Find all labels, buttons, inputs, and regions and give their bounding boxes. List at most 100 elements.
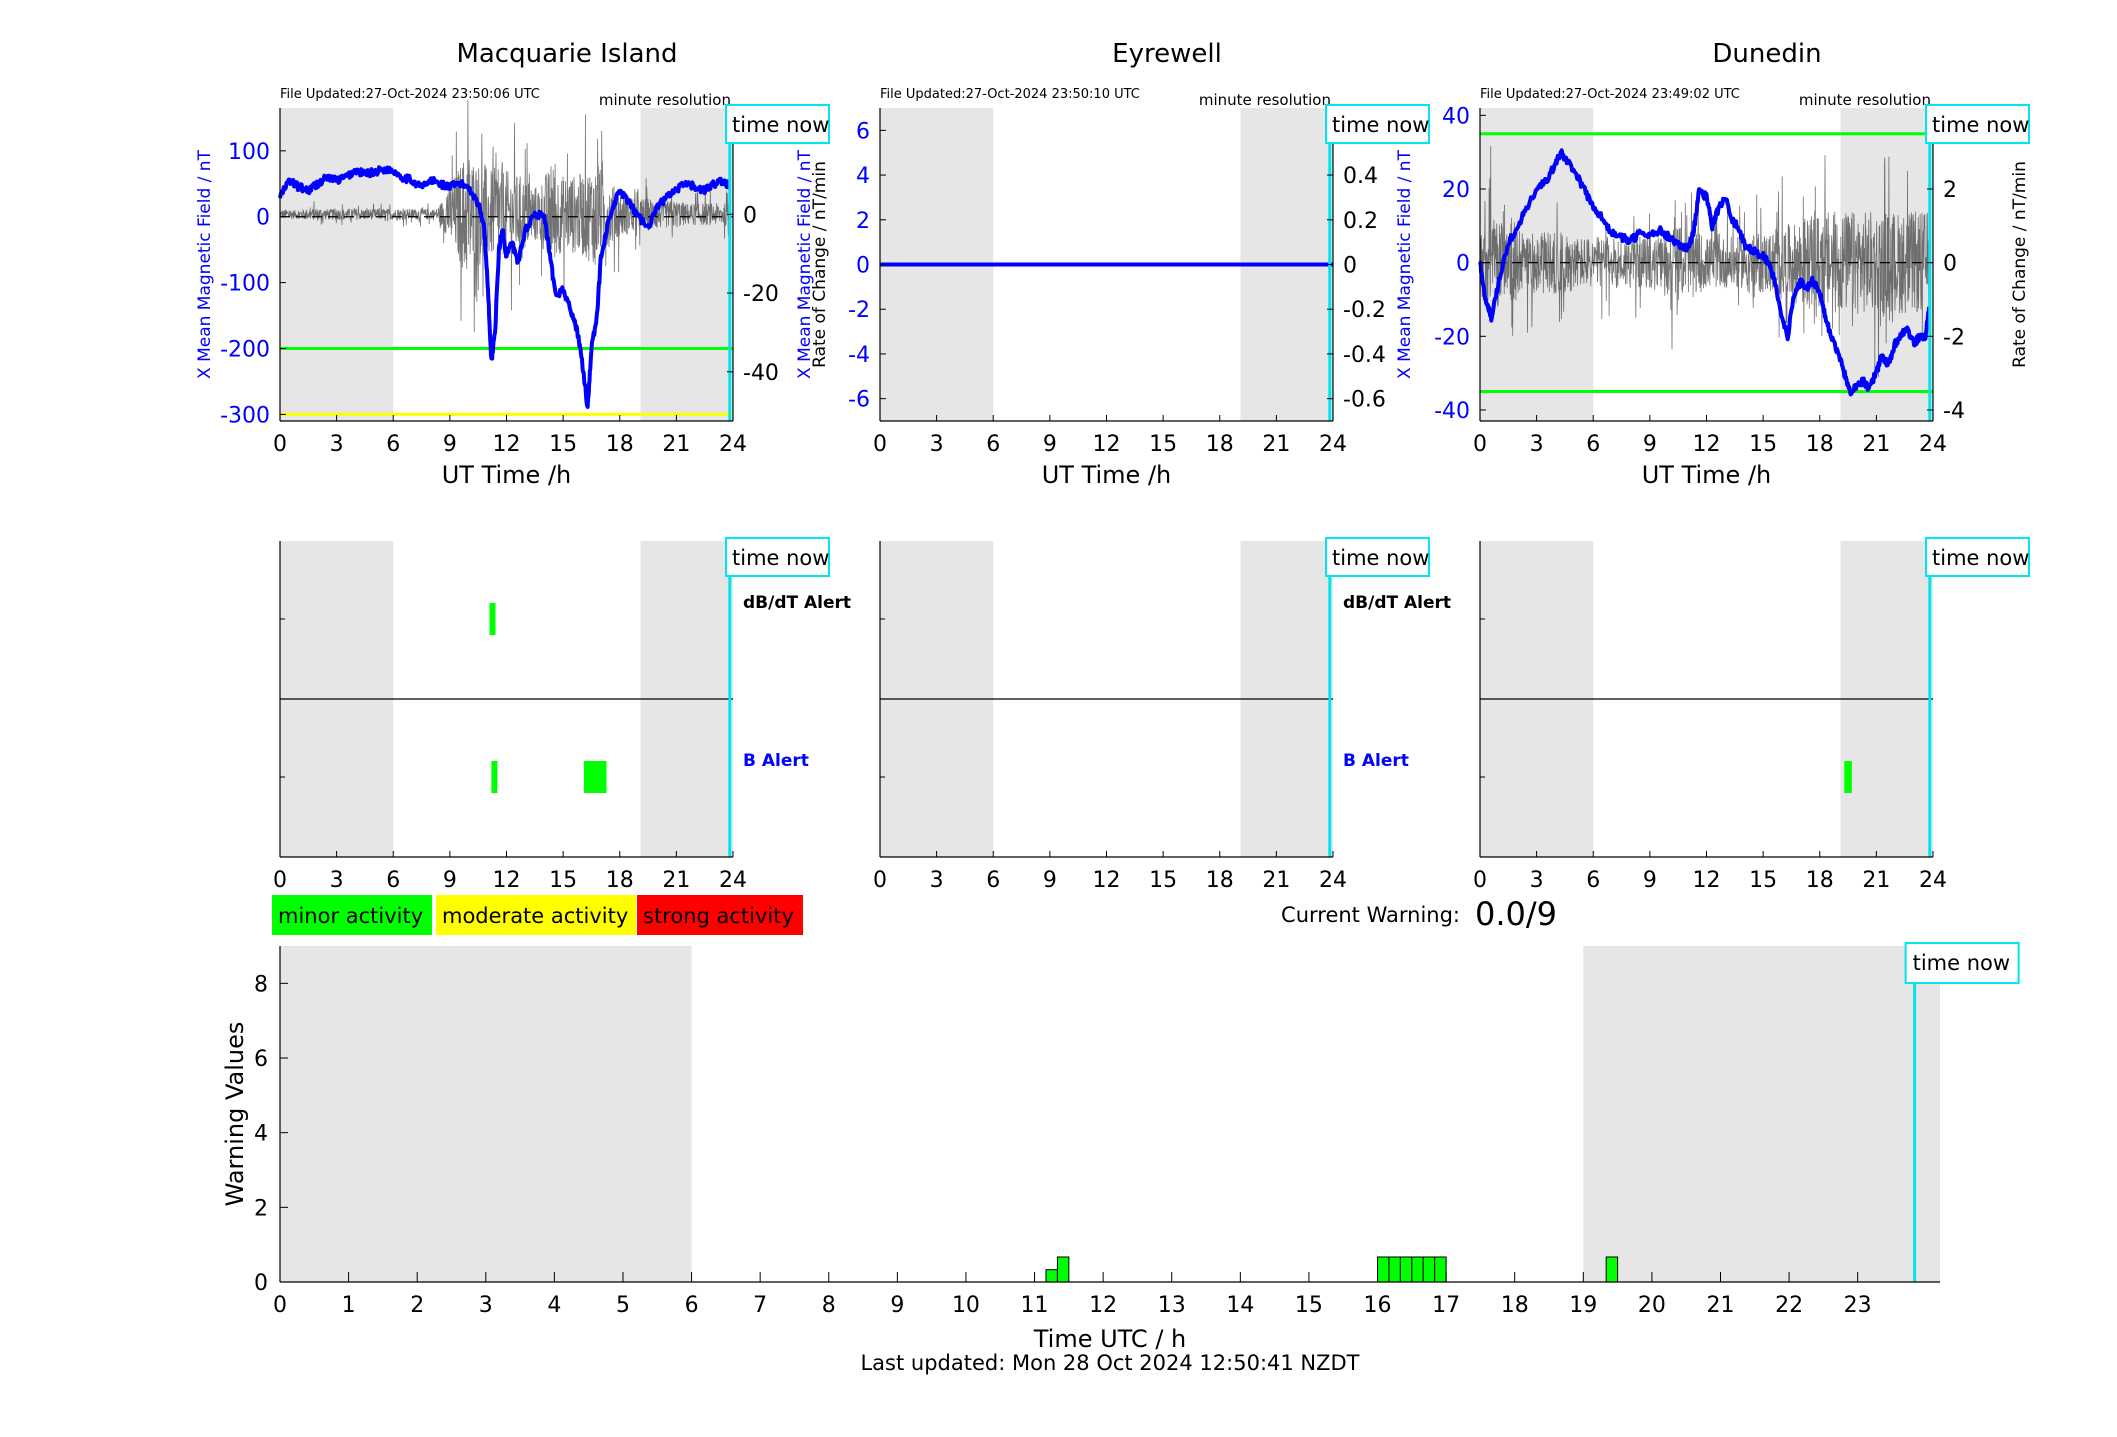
y2-tick-label: 0.4 — [1343, 164, 1378, 189]
y-tick-label: 20 — [1442, 178, 1470, 203]
x-tick-label: 15 — [549, 868, 577, 893]
x-axis-label: UT Time /h — [1642, 461, 1772, 489]
file-updated-text: File Updated:27-Oct-2024 23:50:10 UTC — [880, 87, 1140, 102]
x-tick-label: 18 — [1806, 432, 1834, 457]
x-tick-label: 9 — [1643, 868, 1657, 893]
x-tick-label: 21 — [1262, 432, 1290, 457]
x-tick-label: 18 — [606, 868, 634, 893]
x-tick-label: 17 — [1432, 1293, 1460, 1318]
magnetometer-panel: 036912151821241000-100-200-300200-20-40U… — [195, 87, 830, 489]
x-tick-label: 3 — [1530, 868, 1544, 893]
y-tick-label: 0 — [856, 254, 870, 279]
x-tick-label: 10 — [952, 1293, 980, 1318]
x-tick-label: 15 — [1749, 868, 1777, 893]
time-now-box — [725, 104, 830, 144]
time-now-box — [725, 537, 830, 577]
resolution-text: minute resolution — [599, 91, 731, 109]
x-tick-label: 7 — [753, 1293, 767, 1318]
x-tick-label: 9 — [1043, 432, 1057, 457]
y-axis-label-left: X Mean Magnetic Field / nT — [195, 149, 215, 379]
time-now-label: time now — [1332, 546, 1429, 570]
x-tick-label: 0 — [273, 1293, 287, 1318]
warning-bar — [1377, 1256, 1390, 1283]
x-tick-label: 21 — [1862, 432, 1890, 457]
time-now-box — [1325, 104, 1430, 144]
y-tick-label: 0 — [256, 206, 270, 231]
time-now-box — [1325, 537, 1430, 577]
y2-tick-label: -20 — [743, 282, 779, 307]
x-tick-label: 18 — [1206, 868, 1234, 893]
y-axis-label-right: Rate of Change / nT/min — [810, 161, 830, 368]
night-shade — [640, 108, 733, 421]
y-axis-label-right: Rate of Change / nT/min — [2010, 161, 2030, 368]
time-now-label: time now — [1932, 546, 2029, 570]
x-tick-label: 9 — [443, 868, 457, 893]
db-dt-alert-label: dB/dT Alert — [743, 593, 851, 613]
time-now-label: time now — [1913, 951, 2010, 975]
time-now-label: time now — [732, 546, 829, 570]
y-tick-label: -2 — [848, 298, 870, 323]
x-tick-label: 24 — [1319, 868, 1347, 893]
resolution-text: minute resolution — [1199, 91, 1331, 109]
x-tick-label: 24 — [719, 868, 747, 893]
station-title: Dunedin — [1712, 39, 1821, 69]
x-tick-label: 0 — [873, 868, 887, 893]
time-now-label: time now — [1332, 113, 1429, 137]
x-tick-label: 1 — [342, 1293, 356, 1318]
x-tick-label: 12 — [493, 432, 521, 457]
y-axis-label-left: X Mean Magnetic Field / nT — [1395, 149, 1415, 379]
x-tick-label: 9 — [890, 1293, 904, 1318]
y2-tick-label: 0 — [743, 203, 757, 228]
x-tick-label: 19 — [1569, 1293, 1597, 1318]
night-shade — [1583, 946, 1940, 1282]
y2-tick-label: -0.6 — [1343, 388, 1386, 413]
y-tick-label: 4 — [856, 164, 870, 189]
y2-tick-label: 0 — [1943, 252, 1957, 277]
b-alert-label: B Alert — [1343, 751, 1409, 771]
x-axis-label: UT Time /h — [442, 461, 572, 489]
x-tick-label: 12 — [1089, 1293, 1117, 1318]
x-tick-label: 11 — [1021, 1293, 1049, 1318]
y-tick-label: 8 — [254, 972, 268, 997]
magnetometer-panel: 036912151821246420-2-4-60.60.40.20-0.2-0… — [795, 87, 1430, 489]
y2-tick-label: -4 — [1943, 399, 1965, 424]
x-tick-label: 3 — [930, 432, 944, 457]
rate-of-change-trace — [1479, 145, 1931, 378]
x-tick-label: 6 — [386, 432, 400, 457]
x-tick-label: 0 — [273, 868, 287, 893]
file-updated-text: File Updated:27-Oct-2024 23:49:02 UTC — [1480, 87, 1740, 102]
b-alert-label: B Alert — [743, 751, 809, 771]
x-tick-label: 0 — [1473, 432, 1487, 457]
x-tick-label: 9 — [443, 432, 457, 457]
x-tick-label: 15 — [1295, 1293, 1323, 1318]
x-tick-label: 9 — [1043, 868, 1057, 893]
x-tick-label: 24 — [1319, 432, 1347, 457]
y-tick-label: 0 — [1456, 252, 1470, 277]
warning-bar — [1399, 1256, 1413, 1283]
x-tick-label: 0 — [273, 432, 287, 457]
y-tick-label: -6 — [848, 388, 870, 413]
y-tick-label: 40 — [1442, 104, 1470, 129]
x-tick-label: 15 — [1749, 432, 1777, 457]
x-tick-label: 6 — [1586, 868, 1600, 893]
x-tick-label: 6 — [386, 868, 400, 893]
x-axis-label: Time UTC / h — [1033, 1325, 1187, 1353]
y-tick-label: 6 — [856, 119, 870, 144]
x-tick-label: 15 — [1149, 432, 1177, 457]
warning-bar — [1045, 1269, 1058, 1283]
x-tick-label: 14 — [1226, 1293, 1254, 1318]
last-updated-text: Last updated: Mon 28 Oct 2024 12:50:41 N… — [860, 1351, 1359, 1375]
current-warning-value: 0.0/9 — [1475, 895, 1557, 933]
current-warning-label: Current Warning: — [1281, 903, 1460, 927]
x-tick-label: 5 — [616, 1293, 630, 1318]
x-tick-label: 18 — [1806, 868, 1834, 893]
x-tick-label: 21 — [1262, 868, 1290, 893]
y-tick-label: -200 — [220, 338, 270, 363]
y-tick-label: -40 — [1434, 399, 1470, 424]
warning-bar — [1422, 1256, 1436, 1283]
b-alert-bar — [491, 761, 498, 793]
x-tick-label: 0 — [873, 432, 887, 457]
x-tick-label: 16 — [1364, 1293, 1392, 1318]
legend-swatch-minor — [272, 895, 432, 935]
